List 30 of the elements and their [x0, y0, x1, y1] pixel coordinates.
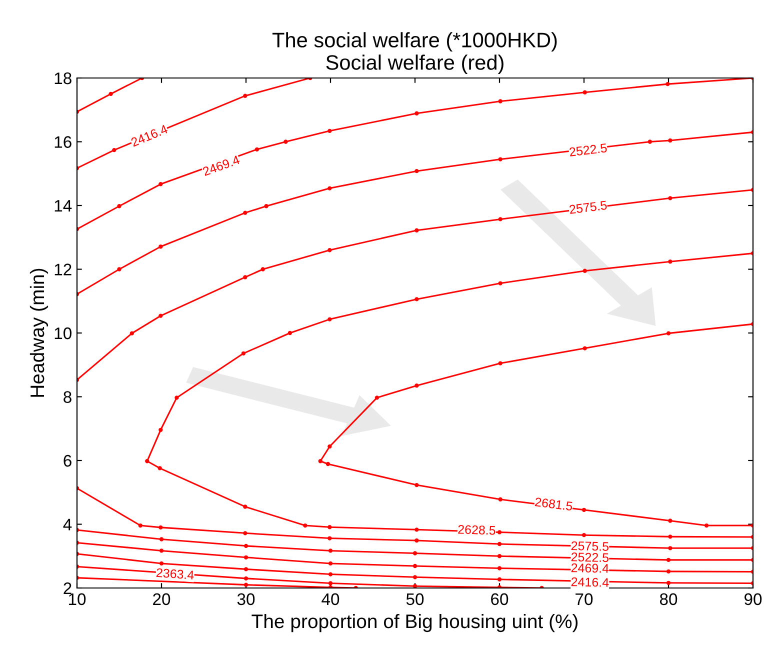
y-tick-label: 14: [54, 200, 72, 212]
x-tick-label: 90: [744, 593, 762, 606]
y-tick-label: 16: [54, 136, 72, 148]
x-tick-label: 80: [660, 593, 678, 606]
y-tick-label: 12: [54, 264, 72, 276]
x-tick-label: 30: [237, 593, 255, 606]
y-tick-label: 8: [64, 391, 72, 403]
annotation: 2469.4: [202, 155, 240, 176]
y-tick-label: 18: [54, 72, 72, 84]
annotation: 2416.4: [571, 577, 609, 587]
x-tick-label: 70: [576, 593, 593, 606]
x-axis-title: The proportion of Big housing uint (%): [252, 614, 578, 632]
annotation: 2681.5: [534, 497, 573, 511]
x-tick-label: 20: [153, 593, 170, 606]
x-tick-label: 40: [322, 593, 340, 606]
y-tick-label: 2: [64, 582, 72, 594]
chart-title: The social welfare (*1000HKD) Social welfare (red): [272, 32, 557, 74]
annotation: 2363.4: [156, 568, 194, 580]
x-tick-label: 50: [406, 593, 424, 606]
annotation: 2522.5: [571, 552, 609, 562]
annotation: 2522.5: [569, 143, 608, 156]
annotation: 2575.5: [571, 541, 609, 552]
annotation: 2575.5: [569, 200, 608, 214]
annotation: 2469.4: [571, 563, 609, 573]
y-tick-label: 4: [63, 518, 72, 530]
y-tick-label: 6: [64, 454, 72, 467]
annotation: 2628.5: [458, 524, 496, 535]
y-axis-title: Headway (min): [30, 268, 48, 397]
x-tick-label: 60: [491, 593, 508, 606]
y-tick-label: 10: [54, 327, 72, 340]
